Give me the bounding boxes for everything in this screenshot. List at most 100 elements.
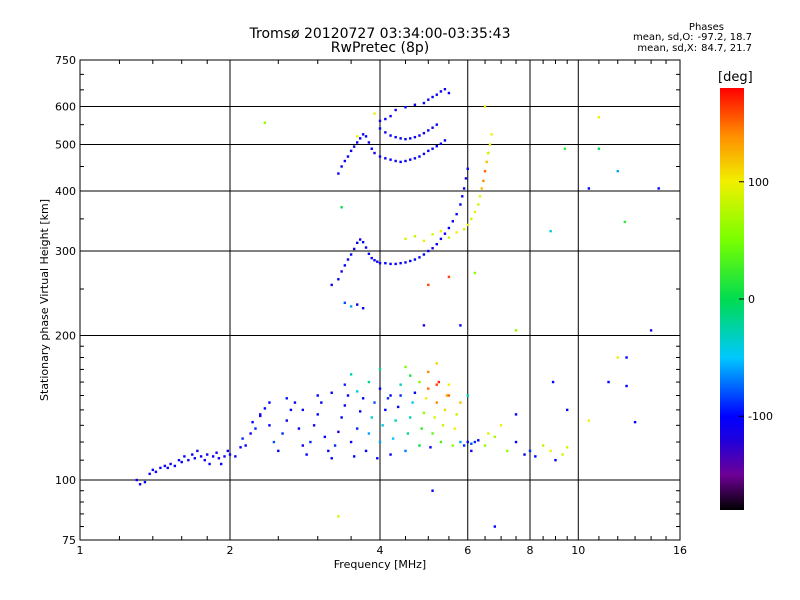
- data-point: [478, 195, 482, 198]
- data-point: [447, 91, 451, 95]
- data-point: [373, 259, 376, 262]
- data-point: [343, 383, 347, 386]
- data-point: [413, 157, 417, 160]
- data-point: [607, 380, 610, 384]
- data-point: [391, 437, 395, 440]
- data-point: [394, 419, 397, 422]
- data-point: [381, 424, 384, 427]
- data-point: [554, 458, 557, 462]
- data-point: [394, 135, 397, 139]
- data-point: [462, 228, 466, 231]
- data-point: [455, 231, 458, 234]
- data-point: [422, 324, 426, 327]
- y-tick-label: 100: [55, 474, 76, 487]
- data-point: [399, 383, 402, 386]
- data-point: [459, 203, 462, 206]
- data-point: [337, 515, 340, 518]
- data-point: [477, 439, 480, 442]
- data-point: [244, 444, 247, 447]
- data-point: [285, 397, 288, 400]
- data-point: [616, 169, 619, 173]
- data-point: [361, 133, 365, 136]
- data-point: [386, 397, 390, 400]
- data-point: [429, 446, 432, 449]
- data-point: [378, 127, 382, 130]
- data-point: [169, 462, 172, 466]
- data-point: [563, 147, 567, 150]
- data-point: [330, 457, 333, 460]
- data-point: [443, 87, 447, 91]
- y-tick-label: 75: [62, 534, 76, 547]
- data-point: [404, 137, 407, 141]
- data-point: [422, 101, 426, 105]
- data-point: [320, 401, 323, 404]
- data-point: [355, 303, 359, 306]
- data-point: [418, 256, 421, 259]
- data-point: [411, 401, 414, 404]
- data-point: [470, 442, 473, 445]
- data-point: [473, 271, 477, 275]
- data-point: [427, 149, 430, 153]
- colorbar-tick-label: 100: [748, 176, 769, 189]
- data-point: [223, 455, 226, 458]
- phase-o-values: -97.2, 18.7: [697, 32, 753, 43]
- data-point: [435, 123, 438, 126]
- data-point: [289, 408, 293, 412]
- data-point: [361, 240, 365, 244]
- data-point: [364, 135, 368, 138]
- data-point: [541, 444, 545, 447]
- data-point: [462, 444, 466, 447]
- data-point: [447, 236, 451, 239]
- chart-title: Tromsø 20120727 03:34:00-03:35:43: [249, 26, 511, 42]
- data-point: [277, 449, 280, 453]
- data-point: [466, 394, 469, 397]
- data-point: [459, 401, 462, 404]
- data-point: [251, 420, 254, 424]
- data-point: [293, 401, 297, 404]
- data-point: [312, 424, 316, 427]
- data-point: [340, 416, 343, 419]
- phase-o-stats: mean, sd,O: -97.2, 18.7: [512, 32, 752, 43]
- x-tick-label: 8: [527, 544, 534, 557]
- data-point: [455, 212, 458, 216]
- data-point: [404, 159, 407, 163]
- data-point: [193, 457, 197, 460]
- data-point: [493, 525, 497, 528]
- data-point: [343, 264, 347, 267]
- data-point: [551, 380, 555, 384]
- data-point: [337, 430, 340, 434]
- data-point: [447, 275, 451, 279]
- x-tick-label: 4: [377, 544, 384, 557]
- data-point: [409, 259, 412, 263]
- data-point: [422, 253, 426, 256]
- data-point: [309, 440, 312, 444]
- data-point: [343, 301, 347, 305]
- data-point: [466, 167, 469, 171]
- data-point: [451, 220, 455, 223]
- data-point: [431, 432, 434, 435]
- data-point: [389, 262, 392, 266]
- data-point: [466, 223, 469, 227]
- data-point: [473, 440, 477, 444]
- data-point: [523, 453, 526, 456]
- data-point: [453, 427, 456, 430]
- x-tick-label: 10: [571, 544, 585, 557]
- data-point: [384, 157, 387, 160]
- data-point: [361, 307, 365, 310]
- data-point: [297, 427, 301, 430]
- data-point: [215, 451, 218, 454]
- data-point: [514, 329, 518, 332]
- data-point: [355, 141, 359, 144]
- data-point: [384, 131, 387, 134]
- data-point: [199, 455, 203, 458]
- data-point: [483, 169, 487, 173]
- data-point: [346, 258, 350, 261]
- data-point: [378, 440, 382, 444]
- data-point: [166, 466, 169, 470]
- data-point: [301, 444, 305, 447]
- data-point: [355, 241, 359, 245]
- data-point: [394, 108, 397, 112]
- data-point: [177, 458, 181, 462]
- data-point: [358, 137, 362, 140]
